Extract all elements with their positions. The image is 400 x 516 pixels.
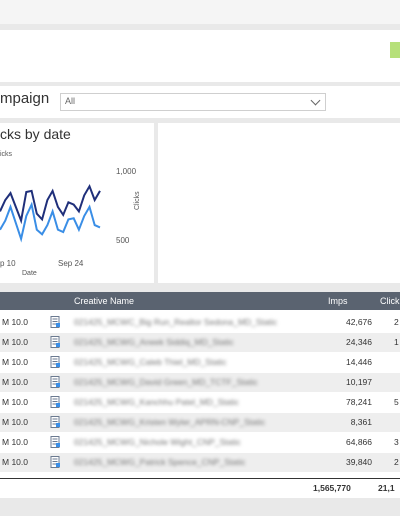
chart-title: cks by date (0, 126, 71, 142)
table-row[interactable]: M 10.0 021425_MCWG_Patrick Spence_CNP_Sta… (0, 453, 400, 472)
creative-file-icon (50, 356, 60, 368)
creative-file-icon (50, 456, 60, 468)
col-header-creative-name[interactable]: Creative Name (74, 296, 135, 306)
x-axis-label: Date (22, 270, 37, 277)
row-imps: 78,241 (346, 397, 372, 407)
total-clicks: 21,1 (378, 483, 395, 493)
chevron-down-icon[interactable] (310, 95, 321, 106)
y-axis-label: Clicks (134, 191, 141, 210)
creative-file-icon (50, 396, 60, 408)
creative-name: 021425_MCWG_Patrick Spence_CNP_Static (74, 457, 246, 467)
campaign-dropdown-value: All (65, 96, 76, 106)
row-col1: M 10.0 (2, 337, 28, 347)
table-header (0, 292, 400, 310)
y-tick-1000: 1,000 (116, 167, 137, 176)
row-col1: M 10.0 (2, 457, 28, 467)
creative-file-icon (50, 436, 60, 448)
series-line-1 (0, 183, 101, 225)
row-imps: 14,446 (346, 357, 372, 367)
creative-name: 021425_MCWG_Caleb Thiel_MD_Static (74, 357, 227, 367)
row-col1: M 10.0 (2, 377, 28, 387)
table-row[interactable]: M 10.0 021425_MCWG_Nichole Wight_CNP_Stat… (0, 433, 400, 452)
x-tick-sep24: Sep 24 (58, 259, 84, 268)
row-clicks: 2 (394, 457, 399, 467)
row-imps: 24,346 (346, 337, 372, 347)
row-col1: M 10.0 (2, 437, 28, 447)
series-line-2 (0, 201, 101, 243)
empty-visual-panel (158, 123, 400, 283)
col-header-imps[interactable]: Imps (328, 296, 348, 306)
row-imps: 39,840 (346, 457, 372, 467)
row-clicks: 3 (394, 437, 399, 447)
row-clicks: 2 (394, 317, 399, 327)
col-header-clicks[interactable]: Click (380, 296, 400, 306)
page-footer (0, 498, 400, 516)
row-imps: 42,676 (346, 317, 372, 327)
row-col1: M 10.0 (2, 317, 28, 327)
x-tick-sep10: p 10 (0, 259, 16, 268)
creative-file-icon (50, 376, 60, 388)
row-col1: M 10.0 (2, 397, 28, 407)
creative-name: 021425_MCWG_Kanchhu Patel_MD_Static (74, 397, 239, 407)
chart-legend: icks (0, 151, 13, 158)
creative-name: 021425_MCWC_Big Run_Realtor Sedona_MD_St… (74, 317, 278, 327)
report-header (0, 30, 400, 82)
creative-file-icon (50, 336, 60, 348)
clicks-chart-panel (0, 123, 154, 283)
row-clicks: 5 (394, 397, 399, 407)
row-col1: M 10.0 (2, 357, 28, 367)
table-row[interactable]: M 10.0 021425_MCWG_Kristen Wyler_APRN-CNP… (0, 413, 400, 432)
row-imps: 64,866 (346, 437, 372, 447)
total-imps: 1,565,770 (313, 483, 351, 493)
campaign-filter-label: mpaign (0, 90, 50, 107)
creative-file-icon (50, 416, 60, 428)
creative-name: 021425_MCWG_David Green_MD_TCTF_Static (74, 377, 258, 387)
creative-name: 021425_MCWG_Aneek Siddiq_MD_Static (74, 337, 234, 347)
row-col1: M 10.0 (2, 417, 28, 427)
table-row[interactable]: M 10.0 021425_MCWC_Big Run_Realtor Sedona… (0, 313, 400, 332)
creative-name: 021425_MCWG_Nichole Wight_CNP_Static (74, 437, 241, 447)
table-row[interactable]: M 10.0 021425_MCWG_Caleb Thiel_MD_Static 1… (0, 353, 400, 372)
y-tick-500: 500 (116, 236, 130, 245)
status-accent (390, 42, 400, 58)
row-clicks: 1 (394, 337, 399, 347)
top-bar (0, 0, 400, 24)
creative-file-icon (50, 316, 60, 328)
table-row[interactable]: M 10.0 021425_MCWG_Kanchhu Patel_MD_Stati… (0, 393, 400, 412)
clicks-line-chart (0, 183, 101, 243)
table-row[interactable]: M 10.0 021425_MCWG_Aneek Siddiq_MD_Static… (0, 333, 400, 352)
table-row[interactable]: M 10.0 021425_MCWG_David Green_MD_TCTF_St… (0, 373, 400, 392)
total-row: 1,565,770 21,1 (0, 478, 400, 496)
row-imps: 8,361 (350, 417, 372, 427)
creative-name: 021425_MCWG_Kristen Wyler_APRN-CNP_Stati… (74, 417, 266, 427)
row-imps: 10,197 (346, 377, 372, 387)
campaign-dropdown[interactable]: All (60, 93, 326, 111)
